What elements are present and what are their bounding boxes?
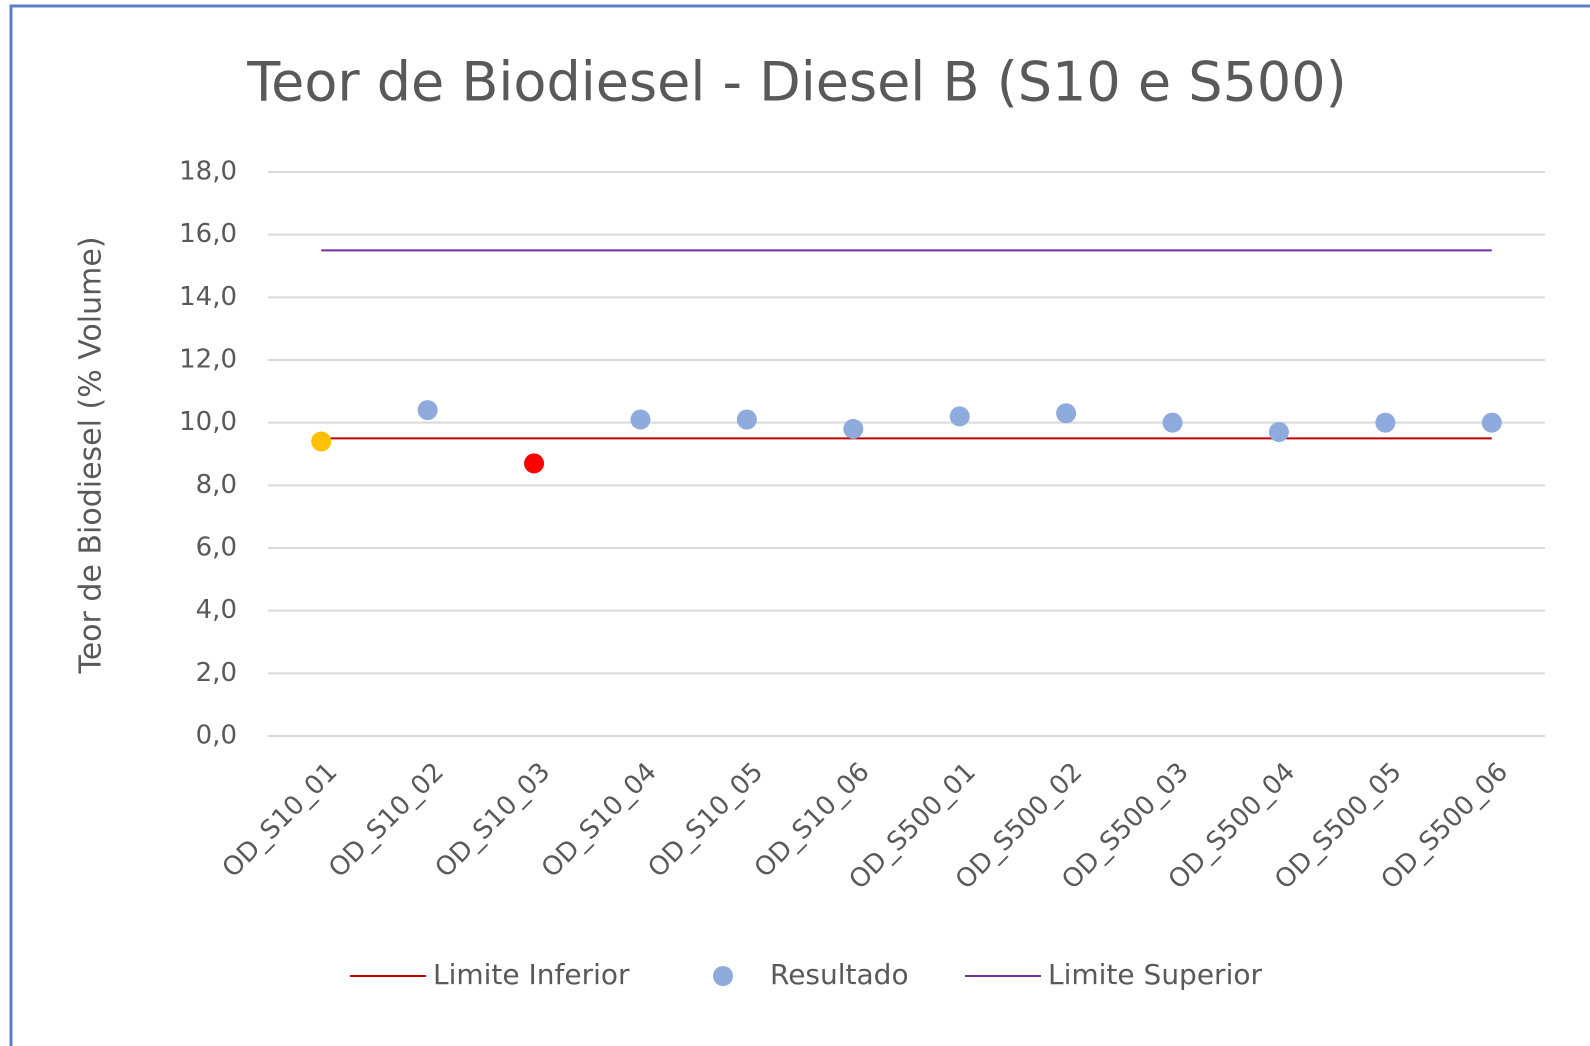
result-point — [630, 409, 651, 430]
y-tick-label: 10,0 — [179, 407, 237, 437]
result-point — [1268, 422, 1289, 443]
y-tick-label: 6,0 — [196, 533, 237, 563]
result-point — [1481, 412, 1502, 433]
result-point — [1162, 412, 1183, 433]
y-tick-label: 12,0 — [179, 345, 237, 375]
y-tick-label: 0,0 — [196, 721, 237, 751]
result-point — [949, 406, 970, 427]
legend-label: Resultado — [770, 958, 909, 991]
y-tick-label: 18,0 — [179, 157, 237, 187]
result-point — [524, 453, 545, 474]
frame — [9, 4, 1590, 1046]
y-tick-label: 2,0 — [196, 658, 237, 688]
result-point — [1056, 403, 1077, 424]
y-tick-label: 4,0 — [196, 595, 237, 625]
chart-title: Teor de Biodiesel - Diesel B (S10 e S500… — [246, 51, 1346, 114]
result-point — [736, 409, 757, 430]
y-axis-title: Teor de Biodiesel (% Volume) — [74, 236, 109, 674]
legend-marker — [713, 966, 733, 986]
result-point — [1375, 412, 1396, 433]
result-point — [417, 400, 438, 421]
y-tick-label: 14,0 — [179, 282, 237, 312]
y-tick-label: 16,0 — [179, 219, 237, 249]
legend-label: Limite Superior — [1048, 958, 1262, 991]
legend-label: Limite Inferior — [433, 958, 630, 991]
result-point — [843, 418, 864, 439]
y-tick-label: 8,0 — [196, 470, 237, 500]
result-point — [311, 431, 332, 452]
